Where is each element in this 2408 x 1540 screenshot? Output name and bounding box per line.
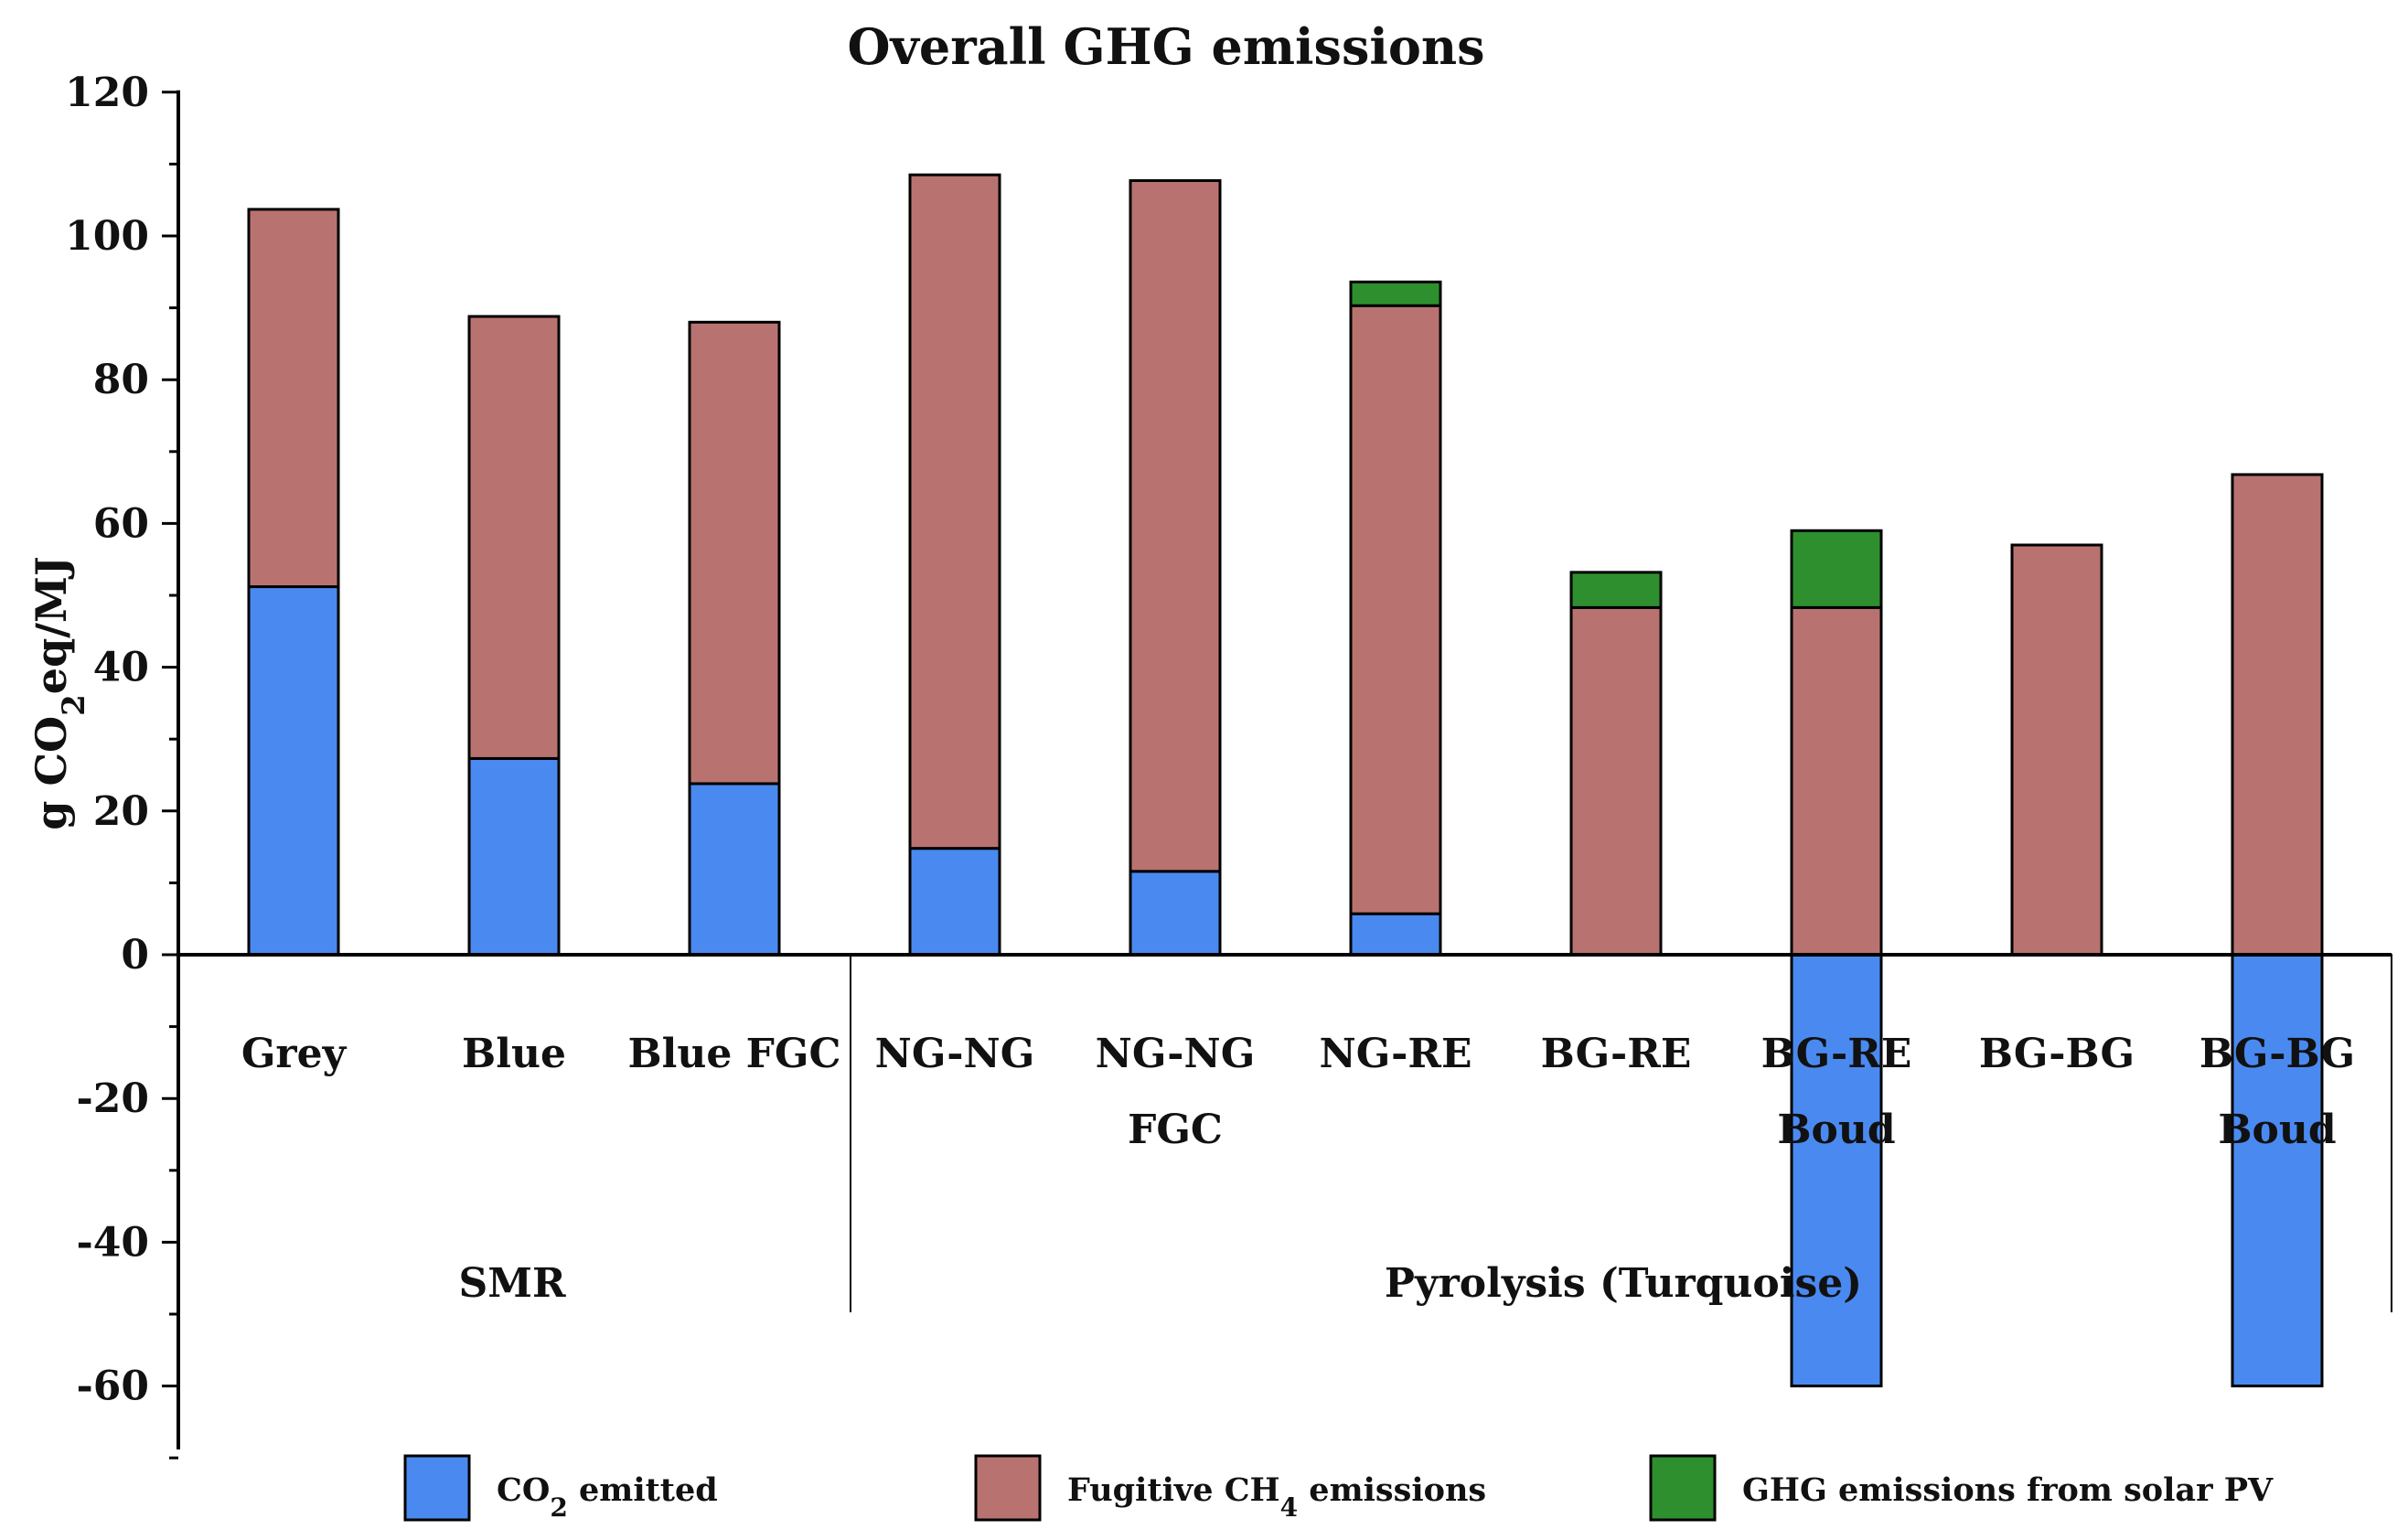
bar-co2-3 [908, 847, 1001, 957]
y-tick-label: -40 [77, 1219, 150, 1266]
chart-title: Overall GHG emissions [847, 17, 1484, 76]
category-label: BG-BG [1979, 1031, 2135, 1077]
y-tick-label: 20 [93, 788, 149, 835]
axes-layer: -60 -40 -20 0 20 40 60 80 100 120 [65, 70, 2392, 1460]
y-axis-label-sub: 2 [56, 694, 92, 716]
legend-label-rest: emissions [1298, 1471, 1486, 1509]
y-axis-label-base: g CO [27, 716, 76, 830]
group-label: SMR [458, 1260, 565, 1307]
bar-co2-0 [247, 585, 340, 957]
y-tick-label: 120 [65, 70, 149, 116]
y-tick-label: 0 [121, 932, 149, 979]
legend-label-1: Fugitive CH4 emissions [1067, 1471, 1486, 1523]
bar-co2-5 [1349, 912, 1442, 957]
bar-ch4-9 [2231, 473, 2324, 957]
y-axis-label: g CO2eq/MJ [27, 556, 92, 829]
legend-label-base: GHG emissions from solar PV [1742, 1471, 2274, 1509]
bar-co2-2 [688, 782, 781, 957]
y-tick-label: 100 [65, 213, 149, 260]
y-tick-label: 80 [93, 357, 149, 403]
category-label: Blue FGC [627, 1031, 840, 1077]
bar-ch4-6 [1569, 605, 1663, 957]
bar-ch4-8 [2010, 543, 2103, 957]
y-tick-label: -60 [77, 1364, 150, 1410]
y-tick-label: 60 [93, 500, 149, 547]
category-labels-layer: Grey Blue Blue FGC NG-NG NG-NG FGC NG-RE BG-RE B… [241, 1031, 2355, 1307]
bar-ch4-7 [1790, 605, 1883, 957]
category-label-line2: FGC [1128, 1107, 1223, 1153]
legend-label-base: CO [497, 1471, 550, 1509]
legend-label-2: GHG emissions from solar PV [1742, 1471, 2274, 1509]
legend-label-base: Fugitive CH [1067, 1471, 1280, 1509]
bar-co2-7 [1790, 953, 1883, 1388]
legend-label-rest: emitted [568, 1471, 718, 1509]
category-label: BG-RE [1761, 1031, 1912, 1077]
category-label: Grey [241, 1031, 348, 1077]
bar-ch4-1 [467, 315, 561, 760]
category-label-line2: Boud [1777, 1107, 1895, 1153]
y-tick-label: -20 [77, 1075, 150, 1122]
legend-label-sub: 4 [1280, 1492, 1298, 1523]
category-label: BG-RE [1541, 1031, 1692, 1077]
bar-solar-pv-5 [1349, 280, 1442, 307]
legend-swatch-0 [403, 1454, 471, 1522]
y-tick-label: 40 [93, 645, 149, 691]
category-label-line2: Boud [2218, 1107, 2336, 1153]
category-label: Blue [462, 1031, 566, 1077]
category-label: NG-RE [1320, 1031, 1472, 1077]
bars-layer [247, 173, 2324, 1388]
legend-label-sub: 2 [550, 1492, 567, 1523]
legend-swatch-1 [974, 1454, 1042, 1522]
group-label: Pyrolysis (Turquoise) [1385, 1260, 1862, 1307]
bar-ch4-2 [688, 320, 781, 786]
bar-co2-1 [467, 756, 561, 957]
category-label: NG-NG [1096, 1031, 1256, 1077]
bar-co2-9 [2231, 953, 2324, 1388]
category-label: NG-NG [875, 1031, 1035, 1077]
bar-ch4-3 [908, 173, 1001, 850]
legend-label-0: CO2 emitted [497, 1471, 718, 1523]
bar-co2-4 [1129, 870, 1222, 957]
legend: CO2 emitted Fugitive CH4 emissions GHG emi… [403, 1454, 2274, 1523]
legend-swatch-2 [1649, 1454, 1717, 1522]
bar-solar-pv-7 [1790, 529, 1883, 609]
bar-ch4-5 [1349, 304, 1442, 915]
bar-ch4-0 [247, 208, 340, 589]
bar-solar-pv-6 [1569, 571, 1663, 609]
category-label: BG-BG [2199, 1031, 2355, 1077]
bar-ch4-4 [1129, 178, 1222, 873]
y-axis-label-rest: eq/MJ [27, 556, 76, 694]
